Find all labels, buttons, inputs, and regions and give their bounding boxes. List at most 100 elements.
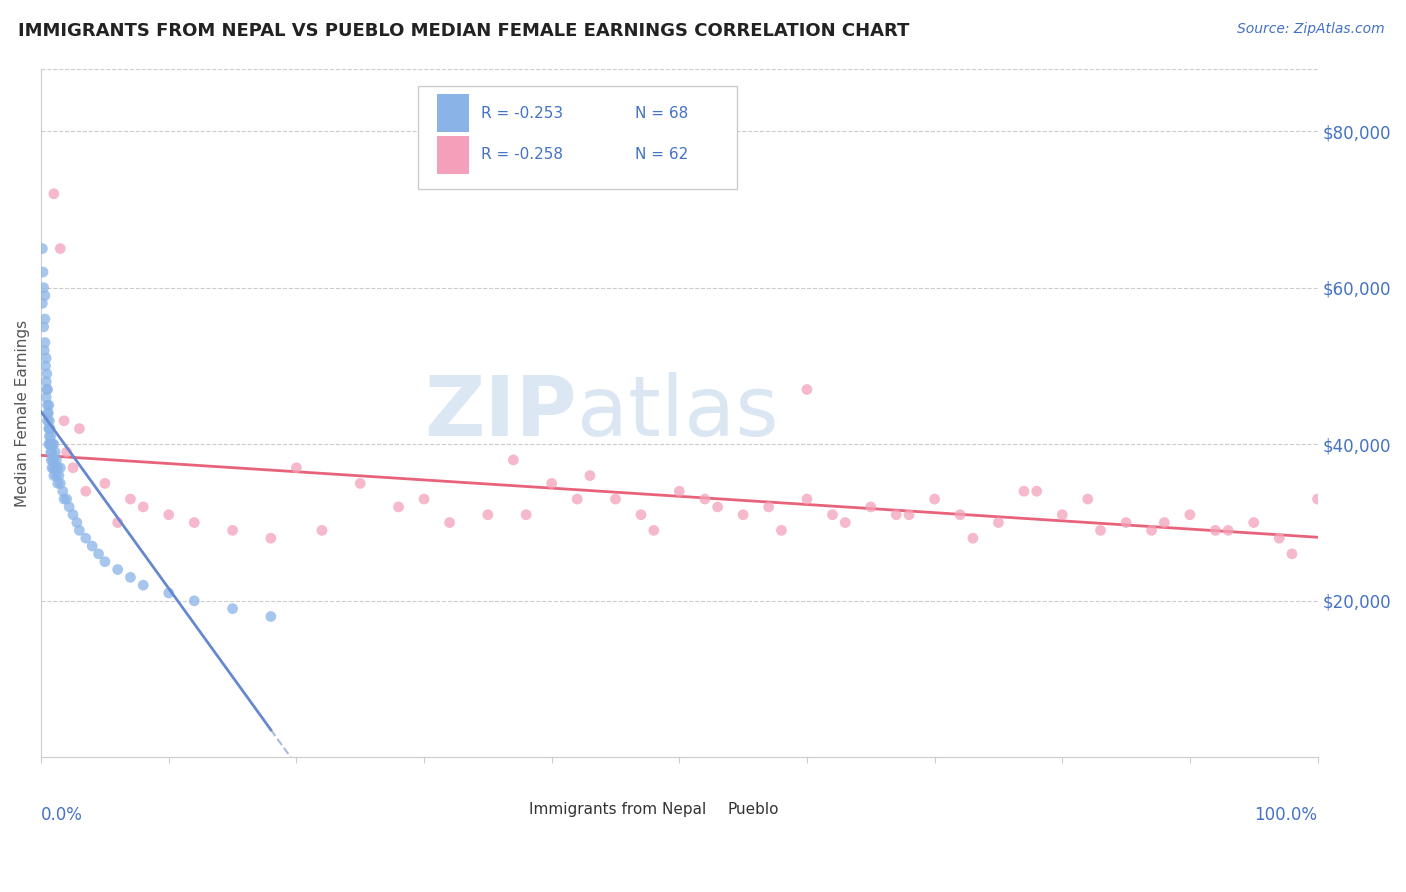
- Point: [349, 476, 371, 491]
- Point: [37, 398, 59, 412]
- Point: [157, 508, 180, 522]
- Point: [34, 312, 56, 326]
- Point: [107, 562, 129, 576]
- Point: [42, 437, 65, 451]
- Text: ZIP: ZIP: [425, 373, 578, 453]
- Point: [1306, 491, 1329, 506]
- Point: [44, 445, 66, 459]
- Point: [37, 414, 59, 428]
- Text: R = -0.253: R = -0.253: [481, 106, 564, 120]
- Point: [46, 460, 69, 475]
- Point: [413, 491, 436, 506]
- Point: [31, 296, 53, 310]
- Point: [221, 524, 243, 538]
- Point: [898, 508, 921, 522]
- Point: [67, 422, 90, 436]
- Point: [183, 516, 205, 530]
- Point: [34, 288, 56, 302]
- Point: [924, 491, 946, 506]
- Text: N = 68: N = 68: [634, 106, 688, 120]
- Point: [1281, 547, 1303, 561]
- Text: 100.0%: 100.0%: [1254, 805, 1317, 823]
- Text: IMMIGRANTS FROM NEPAL VS PUEBLO MEDIAN FEMALE EARNINGS CORRELATION CHART: IMMIGRANTS FROM NEPAL VS PUEBLO MEDIAN F…: [18, 22, 910, 40]
- Point: [285, 460, 308, 475]
- Point: [387, 500, 409, 514]
- Point: [38, 422, 60, 436]
- Point: [53, 414, 76, 428]
- Point: [157, 586, 180, 600]
- Point: [75, 531, 97, 545]
- Point: [733, 508, 755, 522]
- Point: [477, 508, 499, 522]
- Point: [49, 460, 72, 475]
- Point: [41, 453, 63, 467]
- Point: [1243, 516, 1265, 530]
- Point: [35, 390, 58, 404]
- Point: [221, 601, 243, 615]
- Point: [41, 460, 63, 475]
- Point: [1025, 484, 1047, 499]
- Point: [34, 335, 56, 350]
- Text: 0.0%: 0.0%: [41, 805, 83, 823]
- Point: [75, 484, 97, 499]
- Point: [41, 437, 63, 451]
- Point: [120, 570, 142, 584]
- Point: [821, 508, 844, 522]
- Point: [540, 476, 562, 491]
- Point: [53, 491, 76, 506]
- Point: [58, 500, 80, 514]
- Point: [38, 437, 60, 451]
- Text: Immigrants from Nepal: Immigrants from Nepal: [529, 802, 706, 817]
- Point: [1268, 531, 1291, 545]
- Point: [42, 186, 65, 201]
- Point: [39, 437, 62, 451]
- Point: [94, 555, 117, 569]
- Point: [35, 351, 58, 366]
- Point: [834, 516, 856, 530]
- Point: [183, 594, 205, 608]
- Point: [32, 319, 55, 334]
- Point: [132, 578, 155, 592]
- Point: [31, 242, 53, 256]
- Point: [132, 500, 155, 514]
- Point: [311, 524, 333, 538]
- Point: [37, 383, 59, 397]
- Point: [39, 429, 62, 443]
- Point: [949, 508, 972, 522]
- FancyBboxPatch shape: [418, 86, 737, 189]
- Point: [962, 531, 984, 545]
- Point: [1052, 508, 1074, 522]
- Text: N = 62: N = 62: [634, 147, 688, 162]
- Point: [34, 343, 56, 358]
- Point: [37, 406, 59, 420]
- Point: [706, 500, 728, 514]
- Point: [643, 524, 665, 538]
- Point: [1204, 524, 1226, 538]
- Point: [82, 539, 104, 553]
- Point: [796, 383, 818, 397]
- Text: Source: ZipAtlas.com: Source: ZipAtlas.com: [1237, 22, 1385, 37]
- Point: [41, 453, 63, 467]
- Point: [567, 491, 589, 506]
- FancyBboxPatch shape: [495, 797, 522, 822]
- Point: [32, 281, 55, 295]
- Point: [120, 491, 142, 506]
- Point: [35, 375, 58, 389]
- Point: [38, 398, 60, 412]
- Point: [94, 476, 117, 491]
- Point: [1077, 491, 1099, 506]
- Point: [49, 476, 72, 491]
- Point: [39, 422, 62, 436]
- Point: [796, 491, 818, 506]
- Point: [32, 265, 55, 279]
- Point: [884, 508, 907, 522]
- Point: [38, 429, 60, 443]
- Point: [55, 445, 77, 459]
- Point: [48, 468, 70, 483]
- Point: [41, 445, 63, 459]
- Point: [45, 453, 67, 467]
- Text: atlas: atlas: [578, 373, 779, 453]
- Point: [34, 359, 56, 373]
- Text: R = -0.258: R = -0.258: [481, 147, 564, 162]
- Point: [44, 460, 66, 475]
